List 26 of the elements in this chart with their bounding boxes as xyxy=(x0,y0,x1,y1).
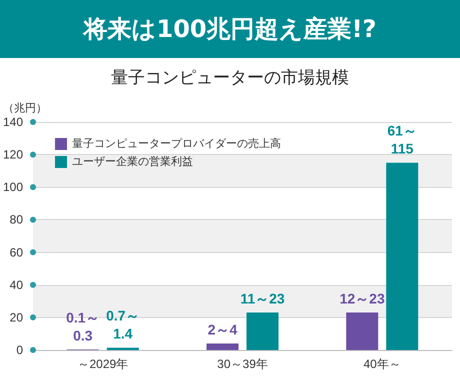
y-tick-label: 120 xyxy=(2,148,24,162)
bar xyxy=(386,162,418,350)
data-label: 11～23 xyxy=(240,290,285,307)
chart-subtitle: 量子コンピューターの市場規模 xyxy=(111,68,349,87)
bar xyxy=(206,343,239,350)
y-tick-label: 80 xyxy=(10,212,24,227)
data-label: 0.7～1.4 xyxy=(106,308,140,342)
data-label: 0.1～0.3 xyxy=(66,310,100,344)
y-tick-label: 100 xyxy=(2,180,24,194)
legend-label: 量子コンピュータープロバイダーの売上高 xyxy=(72,137,281,150)
y-tick-label: 20 xyxy=(10,310,24,324)
chart-title: 将来は100兆円超え産業!? xyxy=(0,0,460,58)
bar xyxy=(246,312,279,350)
x-tick-label: 40年～ xyxy=(363,357,401,371)
x-tick-label: ～2029年 xyxy=(78,357,128,371)
y-tick-label: 0 xyxy=(16,343,24,357)
data-label: 2～4 xyxy=(208,321,238,338)
y-tick-label: 60 xyxy=(10,245,24,260)
y-axis-title: （兆円） xyxy=(3,102,48,114)
data-label: 61～115 xyxy=(387,122,417,157)
x-tick-label: 30～39年 xyxy=(217,357,268,371)
bar xyxy=(346,312,378,350)
y-tick-label: 140 xyxy=(2,115,24,129)
legend-label: ユーザー企業の営業利益 xyxy=(72,155,193,168)
data-label: 12～23 xyxy=(340,290,385,307)
y-tick-label: 40 xyxy=(10,278,24,292)
